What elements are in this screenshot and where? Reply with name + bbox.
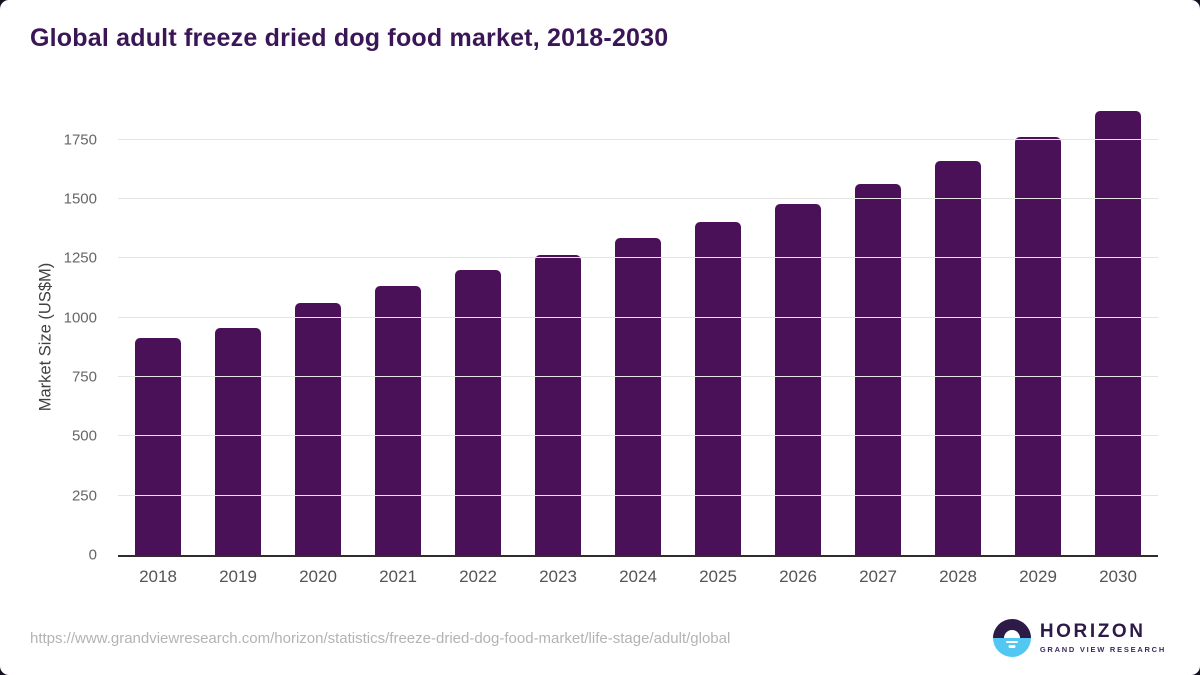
bar-2027 [855, 183, 901, 555]
source-url: https://www.grandviewresearch.com/horizo… [30, 629, 731, 647]
plot-area: 0 250 500 750 1000 1250 1500 1750 [64, 104, 1158, 563]
y-axis-title: Market Size (US$M) [36, 262, 55, 412]
sun-reflection-line [1005, 640, 1018, 643]
x-tick-label-2018: 2018 [139, 567, 177, 586]
y-tick-label-500: 500 [71, 427, 97, 445]
bar-2024 [615, 238, 661, 555]
bar-slot-2025 [678, 104, 758, 555]
logo-subtitle: GRAND VIEW RESEARCH [1039, 644, 1166, 654]
logo-text: HORIZON GRAND VIEW RESEARCH [1039, 621, 1166, 654]
bar-2018 [135, 337, 181, 555]
sun-shape [1003, 630, 1020, 638]
bar-slot-2019 [198, 104, 278, 555]
horizon-sun-icon [992, 619, 1031, 657]
sun-reflection-line [1008, 645, 1016, 648]
y-tick-label-1500: 1500 [63, 190, 97, 208]
bar-slot-2030 [1078, 104, 1158, 555]
y-tick-label-1000: 1000 [63, 309, 97, 327]
x-tick-label-2023: 2023 [539, 567, 577, 586]
bar-2019 [215, 328, 261, 555]
bar-slot-2020 [278, 104, 358, 555]
gridline-250 [118, 494, 1158, 496]
x-axis-labels: 2018 2019 2020 2021 2022 2023 2024 2025 2026 2027… [118, 567, 1158, 587]
bar-slot-2021 [358, 104, 438, 555]
y-tick-label-1750: 1750 [63, 131, 97, 149]
x-tick-label-2028: 2028 [939, 567, 977, 586]
y-tick-label-750: 750 [71, 368, 97, 386]
bar-slot-2024 [598, 104, 678, 555]
y-tick-label-0: 0 [88, 546, 97, 564]
bar-2020 [295, 303, 341, 555]
bar-slot-2023 [518, 104, 598, 555]
bar-slot-2029 [998, 104, 1078, 555]
x-tick-label-2030: 2030 [1099, 567, 1137, 586]
bar-slot-2018 [118, 104, 198, 555]
gridline-500 [118, 435, 1158, 437]
horizon-logo: HORIZON GRAND VIEW RESEARCH [992, 619, 1166, 657]
bar-slot-2026 [758, 104, 838, 555]
gridline-750 [118, 375, 1158, 377]
x-tick-label-2029: 2029 [1019, 567, 1057, 586]
bar-slot-2027 [838, 104, 918, 555]
logo-title: HORIZON [1039, 621, 1146, 643]
x-tick-label-2026: 2026 [779, 567, 817, 586]
gridline-1750 [118, 138, 1158, 140]
gridline-1250 [118, 257, 1158, 259]
bar-2023 [535, 254, 581, 555]
x-tick-label-2027: 2027 [859, 567, 897, 586]
y-tick-label-250: 250 [71, 487, 97, 505]
x-tick-label-2019: 2019 [219, 567, 257, 586]
bar-2029 [1015, 137, 1061, 555]
bar-2022 [455, 270, 501, 555]
footer: https://www.grandviewresearch.com/horizo… [0, 609, 1200, 675]
gridline-1500 [118, 197, 1158, 199]
x-tick-label-2020: 2020 [299, 567, 337, 586]
chart-title: Global adult freeze dried dog food marke… [30, 24, 669, 52]
x-tick-label-2021: 2021 [379, 567, 417, 586]
bar-slot-2022 [438, 104, 518, 555]
x-tick-label-2022: 2022 [459, 567, 497, 586]
bar-2030 [1095, 111, 1141, 555]
bar-slot-2028 [918, 104, 998, 555]
bar-2025 [695, 221, 741, 555]
gridline-1000 [118, 316, 1158, 318]
bar-2021 [375, 285, 421, 555]
x-tick-label-2024: 2024 [619, 567, 657, 586]
y-tick-label-1250: 1250 [63, 249, 97, 267]
bar-2026 [775, 203, 821, 555]
x-tick-label-2025: 2025 [699, 567, 737, 586]
bars-container [118, 104, 1158, 555]
bar-2028 [935, 160, 981, 555]
